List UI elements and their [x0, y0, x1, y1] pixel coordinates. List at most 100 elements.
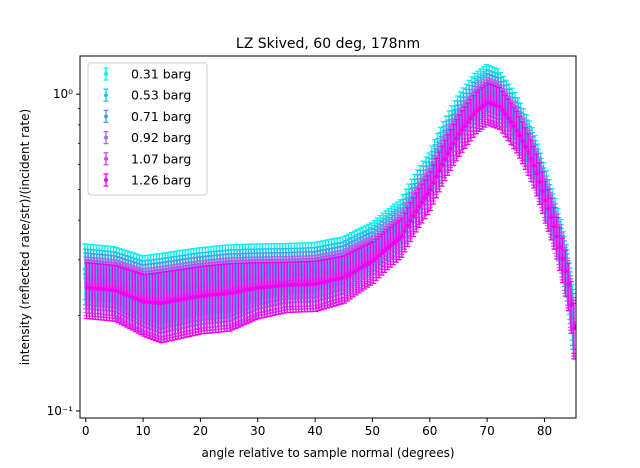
data-point [448, 146, 453, 151]
data-point [460, 127, 465, 132]
legend-label: 0.31 barg [131, 67, 191, 82]
data-point [107, 287, 112, 292]
legend-marker [104, 114, 108, 119]
data-point [526, 150, 531, 155]
data-point [445, 151, 450, 156]
data-point [379, 251, 384, 256]
data-point [405, 223, 410, 228]
data-point [557, 245, 562, 250]
data-point [431, 181, 436, 186]
data-point [463, 123, 468, 128]
data-point [374, 256, 379, 261]
x-axis: 0 10 20 30 40 50 60 70 80 [82, 418, 552, 438]
data-point [153, 300, 158, 305]
x-tick-label: 10 [135, 424, 150, 438]
legend-marker [104, 135, 108, 140]
data-point [397, 236, 402, 241]
data-point [259, 285, 264, 290]
data-point [270, 284, 275, 289]
y-axis-label: intensity (reflected rate/str)/(incident… [18, 109, 32, 365]
x-tick-label: 30 [250, 424, 265, 438]
data-point [147, 300, 152, 305]
data-point [371, 258, 376, 263]
data-point [96, 286, 101, 291]
data-point [256, 285, 261, 290]
data-point [451, 141, 456, 146]
data-point [276, 283, 281, 288]
legend-label: 0.71 barg [131, 109, 191, 124]
y-tick-label: 10⁻¹ [47, 404, 74, 418]
data-point [506, 116, 511, 121]
legend-label: 0.92 barg [131, 130, 191, 145]
legend-label: 1.26 barg [131, 173, 191, 188]
data-point [520, 139, 525, 144]
data-point [279, 283, 284, 288]
data-point [262, 285, 267, 290]
data-point [477, 107, 482, 112]
data-point [104, 287, 109, 292]
data-point [571, 326, 576, 331]
data-point [156, 300, 161, 305]
data-point [311, 282, 316, 287]
data-point [345, 273, 350, 278]
data-point [394, 239, 399, 244]
data-point [273, 284, 278, 289]
data-point [308, 282, 313, 287]
data-point [377, 253, 382, 258]
data-point [560, 256, 565, 261]
data-point [531, 163, 536, 168]
data-point [110, 288, 115, 293]
data-point [546, 206, 551, 211]
data-point [465, 120, 470, 125]
legend-marker [104, 178, 108, 182]
legend-entry: 1.26 barg [103, 173, 191, 188]
legend-marker [104, 72, 108, 76]
data-point [514, 128, 519, 133]
data-point [468, 116, 473, 121]
data-point [537, 180, 542, 185]
data-point [454, 136, 459, 141]
data-point [442, 157, 447, 162]
data-point [402, 229, 407, 234]
data-marks [82, 63, 577, 360]
legend-entry: 0.71 barg [103, 109, 191, 124]
data-point [293, 282, 298, 287]
data-point [288, 283, 293, 288]
x-tick-label: 70 [479, 424, 494, 438]
data-point [534, 171, 539, 176]
data-point [425, 191, 430, 196]
y-axis: 10⁻¹ 10⁰ [47, 87, 80, 418]
data-point [282, 283, 287, 288]
x-axis-label: angle relative to sample normal (degrees… [201, 446, 454, 460]
data-point [285, 283, 290, 288]
x-tick-label: 40 [307, 424, 322, 438]
data-point [500, 108, 505, 113]
chart-title: LZ Skived, 60 deg, 178nm [236, 36, 420, 52]
data-point [540, 189, 545, 194]
data-point [391, 241, 396, 246]
x-tick-label: 60 [422, 424, 437, 438]
data-point [511, 124, 516, 129]
data-point [302, 282, 307, 287]
data-point [569, 303, 574, 308]
data-point [543, 198, 548, 203]
data-point [296, 282, 301, 287]
data-point [497, 104, 502, 109]
data-point [480, 104, 485, 109]
legend-label: 0.53 barg [131, 88, 191, 103]
data-point [150, 300, 155, 305]
data-point [457, 131, 462, 136]
legend-marker [104, 156, 108, 161]
x-tick-label: 0 [82, 424, 90, 438]
data-point [268, 284, 273, 289]
data-point [382, 248, 387, 253]
legend-box [87, 62, 208, 196]
data-point [388, 243, 393, 248]
data-point [417, 204, 422, 209]
legend-entry: 0.31 barg [103, 67, 191, 82]
data-point [428, 187, 433, 192]
legend-label: 1.07 barg [131, 151, 191, 166]
data-point [437, 168, 442, 173]
legend-marker [104, 93, 108, 98]
